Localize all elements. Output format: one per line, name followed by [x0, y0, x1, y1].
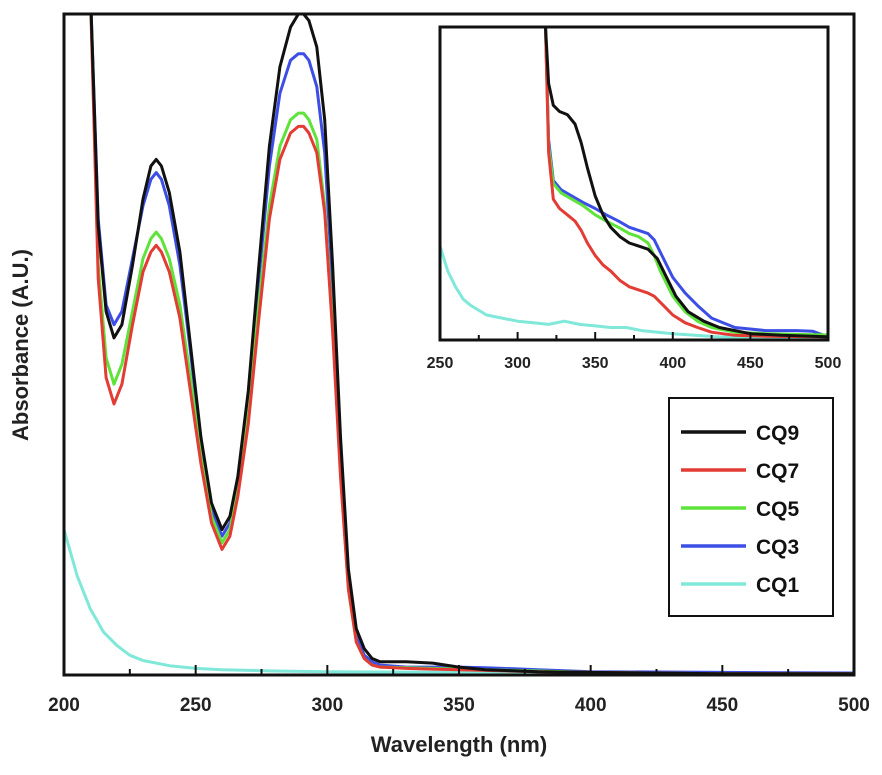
y-axis-title: Absorbance (A.U.)	[8, 249, 33, 441]
inset-x-axis-ticks: 250 300 350 400 450 500	[427, 332, 842, 372]
inset-x-tick-label: 300	[504, 355, 531, 372]
main-plot-area: 200 250 300 350 400 450 500 Wavelength (nm) Ab…	[8, 12, 870, 757]
main-x-tick-label: 400	[575, 695, 607, 716]
main-series-cq7	[89, 14, 854, 675]
legend-label-cq1: CQ1	[756, 574, 800, 597]
inset-plot-area: 250 300 350 400 450 500	[427, 25, 842, 372]
inset-x-tick-label: 350	[582, 355, 609, 372]
inset-series-cq3	[544, 27, 828, 339]
main-series-cq9	[89, 14, 854, 675]
legend-entries: CQ9 CQ7 CQ5 CQ3 CQ1	[681, 422, 800, 597]
main-x-tick-label: 350	[443, 695, 475, 716]
main-x-tick-label: 200	[48, 695, 80, 716]
inset-x-tick-label: 500	[815, 355, 842, 372]
inset-x-tick-label: 250	[427, 355, 454, 372]
x-axis-title: Wavelength (nm)	[371, 732, 547, 757]
legend-label-cq5: CQ5	[756, 498, 800, 521]
legend: CQ9 CQ7 CQ5 CQ3 CQ1	[668, 397, 834, 617]
inset-series-cq9	[544, 27, 828, 339]
inset-series-cq7	[544, 27, 828, 339]
main-x-tick-label: 500	[838, 695, 870, 716]
legend-label-cq7: CQ7	[756, 460, 799, 483]
legend-label-cq9: CQ9	[756, 422, 799, 445]
legend-label-cq3: CQ3	[756, 536, 799, 559]
inset-series-group	[440, 27, 828, 340]
main-x-tick-label: 450	[706, 695, 738, 716]
inset-x-tick-label: 400	[659, 355, 686, 372]
main-x-tick-label: 300	[311, 695, 343, 716]
main-x-axis-ticks: 200 250 300 350 400 450 500	[48, 665, 870, 716]
inset-series-cq1	[440, 244, 828, 340]
main-x-tick-label: 250	[180, 695, 212, 716]
inset-x-tick-label: 450	[737, 355, 764, 372]
inset-background	[440, 27, 828, 340]
inset-series-cq5	[544, 27, 828, 337]
